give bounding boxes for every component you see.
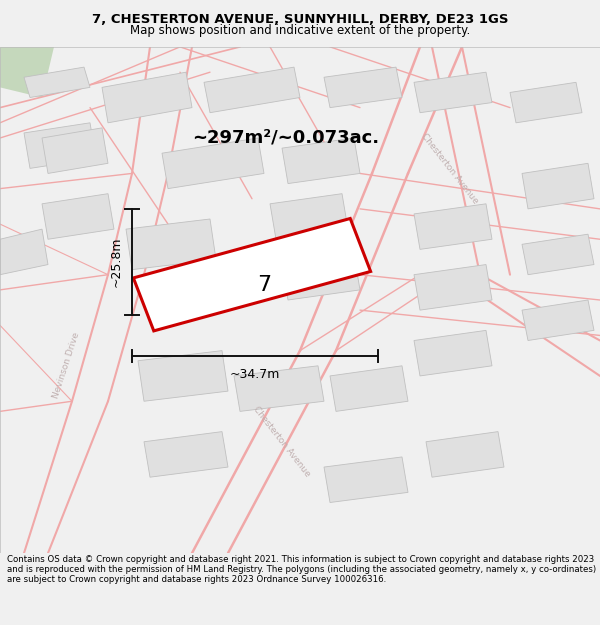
Polygon shape	[426, 432, 504, 478]
Polygon shape	[42, 194, 114, 239]
Polygon shape	[282, 254, 360, 300]
Polygon shape	[126, 219, 216, 269]
Text: Chesterton Avenue: Chesterton Avenue	[252, 405, 312, 479]
Polygon shape	[324, 457, 408, 503]
Polygon shape	[144, 432, 228, 478]
Polygon shape	[102, 72, 192, 122]
Text: Contains OS data © Crown copyright and database right 2021. This information is : Contains OS data © Crown copyright and d…	[7, 554, 596, 584]
Polygon shape	[414, 264, 492, 310]
Polygon shape	[24, 122, 96, 168]
Polygon shape	[0, 47, 54, 98]
Polygon shape	[138, 351, 228, 401]
Polygon shape	[0, 229, 48, 275]
Polygon shape	[204, 67, 300, 112]
Polygon shape	[522, 234, 594, 275]
Polygon shape	[324, 67, 402, 108]
Polygon shape	[42, 128, 108, 173]
Polygon shape	[414, 204, 492, 249]
Text: 7, CHESTERTON AVENUE, SUNNYHILL, DERBY, DE23 1GS: 7, CHESTERTON AVENUE, SUNNYHILL, DERBY, …	[92, 13, 508, 26]
Polygon shape	[162, 138, 264, 189]
Text: 7: 7	[257, 275, 271, 295]
Polygon shape	[414, 72, 492, 112]
Polygon shape	[522, 163, 594, 209]
Text: Nevinson Drive: Nevinson Drive	[51, 331, 81, 400]
Text: ~34.7m: ~34.7m	[230, 368, 280, 381]
Text: ~297m²/~0.073ac.: ~297m²/~0.073ac.	[192, 129, 379, 147]
Polygon shape	[270, 194, 348, 239]
Polygon shape	[330, 366, 408, 411]
Polygon shape	[414, 331, 492, 376]
Polygon shape	[510, 82, 582, 122]
Text: ~25.8m: ~25.8m	[110, 237, 123, 288]
Polygon shape	[24, 67, 90, 98]
Polygon shape	[133, 219, 371, 331]
Text: Chesterton Avenue: Chesterton Avenue	[420, 131, 480, 206]
Text: Map shows position and indicative extent of the property.: Map shows position and indicative extent…	[130, 24, 470, 36]
Polygon shape	[282, 138, 360, 184]
Polygon shape	[522, 300, 594, 341]
Polygon shape	[234, 366, 324, 411]
